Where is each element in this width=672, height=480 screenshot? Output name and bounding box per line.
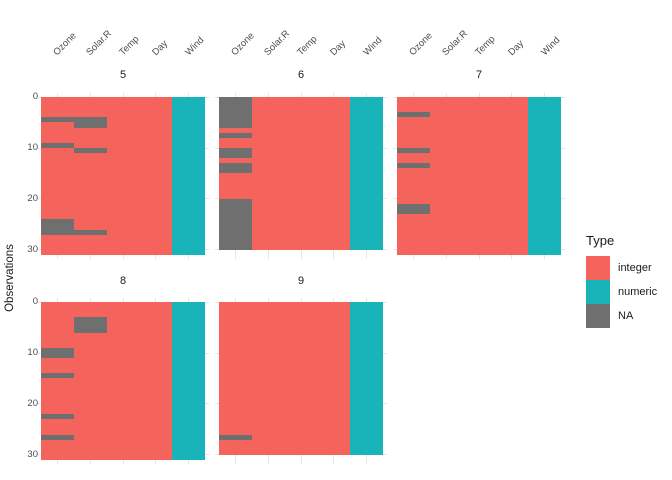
na-cell-ozone: [397, 147, 430, 154]
y-tick-label: 30: [27, 243, 38, 255]
y-tick-label: 10: [27, 142, 38, 153]
facet-label-9: 9: [297, 275, 305, 287]
facet-panel-7: [393, 93, 565, 259]
na-cell-ozone: [397, 163, 430, 169]
column-label-day: Day: [506, 38, 526, 58]
heatmap-raster: [41, 302, 205, 460]
na-cell-ozone: [41, 414, 74, 420]
na-cell-ozone: [219, 198, 252, 250]
legend-title: Type: [586, 233, 615, 248]
y-tick-label: 20: [27, 192, 38, 204]
na-cell-ozone: [41, 219, 74, 235]
y-tick-label: 0: [32, 296, 38, 307]
legend-label-integer: integer: [618, 262, 652, 274]
column-label-temp: Temp: [117, 33, 142, 58]
column-temp: [106, 97, 140, 255]
column-wind: [172, 302, 205, 460]
legend-label-na: NA: [618, 310, 634, 322]
legend-item-numeric: numeric: [586, 280, 657, 304]
legend-swatch-integer: [586, 256, 610, 280]
column-ozone: [219, 302, 252, 455]
na-cell-ozone: [219, 147, 252, 159]
column-label-temp: Temp: [473, 33, 498, 58]
heatmap-raster: [219, 302, 383, 455]
facet-label-6: 6: [297, 69, 305, 81]
na-cell-ozone: [219, 97, 252, 128]
gridline-horizontal: [215, 249, 387, 251]
na-cell-solar-r: [73, 147, 107, 154]
column-label-ozone: Ozone: [229, 30, 258, 58]
legend-swatch-numeric: [586, 280, 610, 304]
column-label-solar-r: Solar.R: [440, 28, 471, 58]
column-label-solar-r: Solar.R: [262, 28, 293, 58]
legend: Type integer numeric NA: [586, 233, 657, 328]
column-day: [317, 302, 351, 455]
column-ozone: [41, 302, 74, 460]
y-tick-label: 30: [27, 448, 38, 460]
na-cell-solar-r: [73, 317, 107, 333]
na-cell-ozone: [41, 142, 74, 148]
column-wind: [350, 302, 383, 455]
na-cell-ozone: [219, 434, 252, 440]
column-temp: [106, 302, 140, 460]
na-cell-ozone: [397, 112, 430, 118]
facet-label-7: 7: [475, 69, 483, 81]
legend-label-numeric: numeric: [618, 286, 658, 298]
column-label-temp: Temp: [295, 33, 320, 58]
column-day: [317, 97, 351, 250]
column-day: [495, 97, 529, 255]
facet-panel-6: [215, 93, 387, 259]
na-cell-solar-r: [73, 229, 107, 235]
na-cell-ozone: [41, 373, 74, 379]
column-temp: [284, 302, 318, 455]
facet-panel-8: [37, 298, 209, 464]
column-label-ozone: Ozone: [407, 30, 436, 58]
facet-label-8: 8: [119, 275, 127, 287]
gridline-horizontal: [215, 454, 387, 456]
legend-swatch-na: [586, 304, 610, 328]
na-cell-solar-r: [73, 117, 107, 128]
column-wind: [350, 97, 383, 250]
facet-label-5: 5: [119, 69, 127, 81]
na-cell-ozone: [41, 434, 74, 440]
legend-item-na: NA: [586, 304, 657, 328]
facet-panel-5: [37, 93, 209, 259]
column-temp: [462, 97, 496, 255]
na-cell-ozone: [41, 117, 74, 123]
na-cell-ozone: [219, 163, 252, 174]
column-wind: [172, 97, 205, 255]
column-ozone: [397, 97, 430, 255]
y-tick-label: 10: [27, 347, 38, 358]
column-label-wind: Wind: [182, 34, 206, 58]
facet-panel-9: [215, 298, 387, 464]
column-label-ozone: Ozone: [51, 30, 80, 58]
column-solar-r: [251, 97, 285, 250]
column-label-wind: Wind: [360, 34, 384, 58]
na-cell-ozone: [41, 347, 74, 359]
column-solar-r: [429, 97, 463, 255]
column-label-solar-r: Solar.R: [84, 28, 115, 58]
na-cell-ozone: [397, 204, 430, 215]
column-solar-r: [251, 302, 285, 455]
y-tick-label: 20: [27, 397, 38, 409]
column-wind: [528, 97, 561, 255]
heatmap-raster: [219, 97, 383, 250]
column-label-day: Day: [150, 38, 170, 58]
column-day: [139, 302, 173, 460]
column-temp: [284, 97, 318, 250]
legend-item-integer: integer: [586, 256, 657, 280]
column-day: [139, 97, 173, 255]
column-label-day: Day: [328, 38, 348, 58]
column-label-wind: Wind: [538, 34, 562, 58]
heatmap-raster: [397, 97, 561, 255]
legend-entries: integer numeric NA: [586, 256, 657, 328]
na-cell-ozone: [219, 132, 252, 138]
heatmap-raster: [41, 97, 205, 255]
y-tick-label: 0: [32, 91, 38, 102]
